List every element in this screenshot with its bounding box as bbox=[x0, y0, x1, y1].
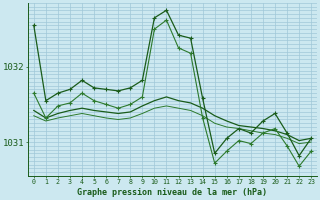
X-axis label: Graphe pression niveau de la mer (hPa): Graphe pression niveau de la mer (hPa) bbox=[77, 188, 268, 197]
